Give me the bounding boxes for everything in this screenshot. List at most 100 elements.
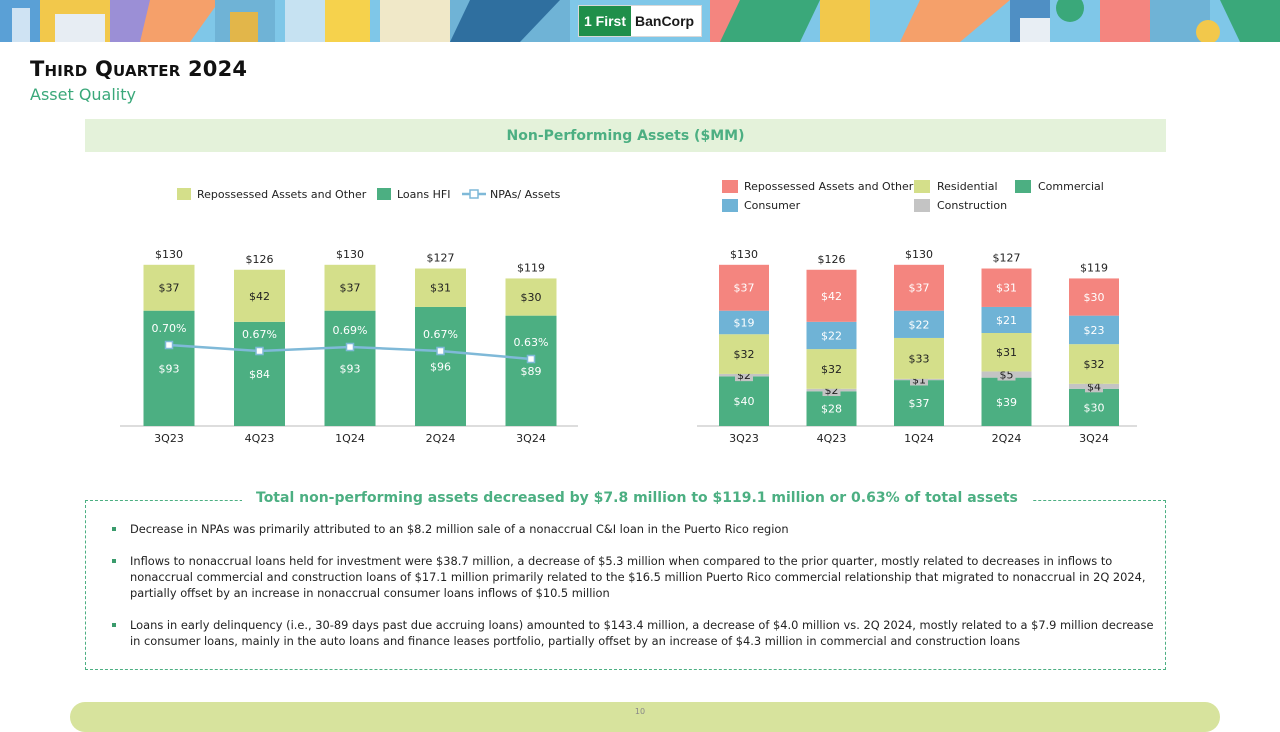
data-label: $28 <box>821 403 842 416</box>
bar-loans-hfi-3q24 <box>505 315 557 426</box>
bar-loans-hfi-1q24 <box>324 310 376 426</box>
data-label: $93 <box>159 362 180 375</box>
npa-by-type-chart: Repossessed Assets and Other Loans HFI N… <box>120 188 578 445</box>
legend-swatch-repossessed <box>177 188 191 200</box>
data-label: $37 <box>909 282 930 295</box>
bar-commercial-4q23 <box>806 391 857 426</box>
bar-consumer-3q24 <box>1069 315 1119 345</box>
data-label: $32 <box>734 348 755 361</box>
legend-label-repossessed: Repossessed Assets and Other <box>197 188 367 201</box>
bar-consumer-2q24 <box>981 306 1032 333</box>
page-title: Third Quarter 2024 <box>30 57 248 81</box>
data-label: $21 <box>996 314 1017 327</box>
data-label: $40 <box>734 395 755 408</box>
total-label: $130 <box>905 248 933 261</box>
total-label: $119 <box>1080 261 1108 274</box>
bar-repossessed-assets-and-other-4q23 <box>234 269 285 322</box>
x-tick-label: 3Q24 <box>516 432 546 445</box>
bar-repossessed-assets-and-other-2q24 <box>415 268 466 307</box>
bar-loans-hfi-4q23 <box>234 321 285 426</box>
page-number: 10 <box>634 707 646 716</box>
bar-residential-1q24 <box>894 337 944 379</box>
x-tick-label: 3Q23 <box>154 432 184 445</box>
data-label: $30 <box>521 291 542 304</box>
data-label: $31 <box>996 282 1017 295</box>
data-label: $39 <box>996 396 1017 409</box>
legend-swatch-commercial <box>1015 180 1031 193</box>
npa-ratio-label: 0.63% <box>514 336 549 349</box>
data-label: $89 <box>521 365 542 378</box>
bar-consumer-3q23 <box>719 310 769 335</box>
bar-commercial-3q23 <box>719 376 769 426</box>
data-label: $96 <box>430 360 451 373</box>
bar-loans-hfi-2q24 <box>415 306 466 426</box>
data-label: $33 <box>909 352 930 365</box>
npa-ratio-point <box>436 346 445 356</box>
bar-residential-4q23 <box>806 349 857 389</box>
company-logo: 1 First BanCorp <box>578 5 702 37</box>
total-label: $119 <box>517 261 545 274</box>
npa-ratio-point <box>345 342 355 352</box>
data-label: $23 <box>1084 324 1105 337</box>
total-label: $127 <box>993 252 1021 265</box>
data-label: $37 <box>909 397 930 410</box>
bar-commercial-2q24 <box>981 377 1032 426</box>
x-tick-label: 3Q24 <box>1079 432 1109 445</box>
npa-ratio-label: 0.69% <box>333 324 368 337</box>
npa-ratio-point <box>255 346 264 356</box>
legend-marker-npa-ratio <box>469 189 479 199</box>
bar-repossessed-assets-and-other-1q24 <box>894 264 944 311</box>
data-label: $30 <box>1084 401 1105 414</box>
data-label: $31 <box>430 282 451 295</box>
logo-text: BanCorp <box>635 13 695 29</box>
data-label: $30 <box>1084 291 1105 304</box>
section-title-bar: Non-Performing Assets ($MM) <box>85 119 1166 152</box>
bar-repossessed-assets-and-other-3q24 <box>505 278 557 316</box>
x-tick-label: 4Q23 <box>817 432 847 445</box>
legend-label-commercial: Commercial <box>1038 180 1104 193</box>
summary-bullet: Inflows to nonaccrual loans held for inv… <box>108 553 1158 601</box>
summary-bullet: Decrease in NPAs was primarily attribute… <box>108 521 1158 537</box>
bar-residential-3q23 <box>719 334 769 374</box>
x-tick-label: 2Q24 <box>992 432 1022 445</box>
header-banner: 1 First BanCorp <box>0 0 1280 42</box>
bar-repossessed-assets-and-other-2q24 <box>981 268 1032 307</box>
x-tick-label: 1Q24 <box>904 432 934 445</box>
bar-commercial-1q24 <box>894 380 944 426</box>
legend-swatch-consumer <box>722 199 738 212</box>
npa-ratio-label: 0.67% <box>423 328 458 341</box>
x-tick-label: 3Q23 <box>729 432 759 445</box>
data-label: $22 <box>821 329 842 342</box>
logo-mark: 1 First <box>579 6 631 36</box>
x-tick-label: 4Q23 <box>245 432 275 445</box>
legend-label-consumer: Consumer <box>744 199 801 212</box>
bar-consumer-1q24 <box>894 310 944 338</box>
data-label: $93 <box>340 362 361 375</box>
bar-repossessed-assets-and-other-3q24 <box>1069 278 1119 316</box>
data-label: $37 <box>159 282 180 295</box>
legend-swatch-loans-hfi <box>377 188 391 200</box>
bar-consumer-4q23 <box>806 321 857 350</box>
total-label: $130 <box>155 248 183 261</box>
data-label: $37 <box>340 282 361 295</box>
npa-ratio-point <box>526 354 536 364</box>
summary-bullets: Decrease in NPAs was primarily attribute… <box>108 521 1158 665</box>
legend-label-repossessed: Repossessed Assets and Other <box>744 180 914 193</box>
chart-legend: Repossessed Assets and Other Loans HFI N… <box>177 188 561 201</box>
data-label: $22 <box>909 318 930 331</box>
data-label: $32 <box>821 363 842 376</box>
legend-label-construction: Construction <box>937 199 1007 212</box>
data-label: $84 <box>249 368 270 381</box>
section-title: Non-Performing Assets ($MM) <box>506 127 745 144</box>
chart-legend: Repossessed Assets and Other Residential… <box>722 180 1104 212</box>
bar-loans-hfi-3q23 <box>143 310 195 426</box>
page-subtitle: Asset Quality <box>30 85 136 104</box>
data-label: $42 <box>821 290 842 303</box>
npa-ratio-label: 0.70% <box>152 322 187 335</box>
bar-residential-3q24 <box>1069 344 1119 384</box>
legend-label-npa-ratio: NPAs/ Assets <box>490 188 561 201</box>
x-tick-label: 1Q24 <box>335 432 365 445</box>
data-label: $37 <box>734 282 755 295</box>
legend-swatch-residential <box>914 180 930 193</box>
summary-title: Total non-performing assets decreased by… <box>242 490 1032 506</box>
